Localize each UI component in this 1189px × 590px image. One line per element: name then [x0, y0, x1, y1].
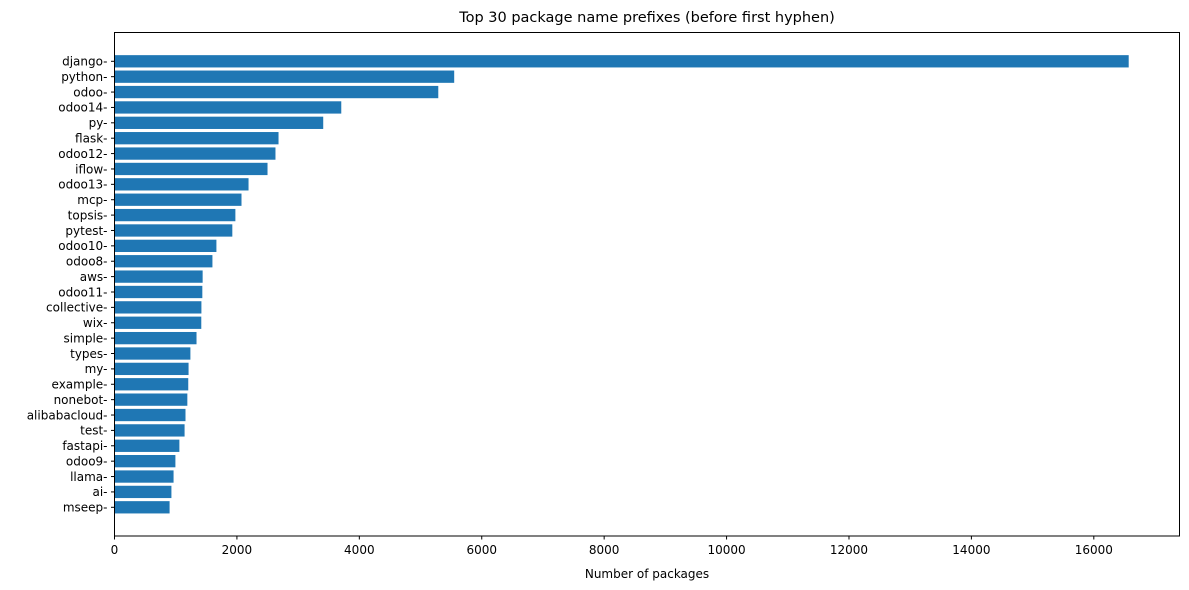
bar-odoo: [114, 85, 439, 99]
y-tick-label: test-: [80, 424, 107, 438]
y-tick-label: example-: [52, 378, 108, 392]
x-tick-label: 2000: [222, 543, 253, 557]
y-tick-label: odoo-: [73, 85, 107, 99]
bar-aws: [114, 270, 203, 283]
y-tick-label: django-: [62, 55, 107, 69]
bar-py: [114, 116, 324, 129]
bar-odoo9: [114, 455, 176, 468]
y-tick-label: pytest-: [65, 224, 107, 238]
bar-topsis: [114, 208, 236, 222]
y-tick-label: odoo9-: [66, 454, 108, 468]
x-tick-label: 4000: [344, 543, 375, 557]
bar-alibabacloud: [114, 408, 186, 422]
y-tick-label: odoo8-: [66, 255, 108, 269]
bars-group: [114, 55, 1129, 514]
y-tick-label: python-: [61, 70, 107, 84]
bar-my: [114, 362, 189, 376]
bar-python: [114, 70, 455, 83]
bar-iflow: [114, 162, 268, 176]
bar-example: [114, 378, 189, 391]
y-tick-label: collective-: [46, 301, 107, 315]
bar-collective: [114, 301, 202, 314]
bar-test: [114, 424, 185, 437]
y-tick-label: fastapi-: [62, 439, 107, 453]
bar-flask: [114, 132, 279, 145]
bar-simple: [114, 331, 197, 345]
x-axis-label: Number of packages: [585, 567, 709, 581]
y-tick-label: alibabacloud-: [27, 408, 108, 422]
x-tick-label: 6000: [466, 543, 497, 557]
y-tick-label: llama-: [70, 470, 107, 484]
bar-odoo10: [114, 239, 217, 252]
y-axis-ticks: django-python-odoo-odoo14-py-flask-odoo1…: [27, 55, 115, 515]
y-tick-label: mcp-: [77, 193, 107, 207]
bar-odoo11: [114, 285, 203, 299]
x-tick-label: 12000: [830, 543, 868, 557]
x-tick-label: 8000: [589, 543, 620, 557]
bar-llama: [114, 470, 174, 483]
x-tick-label: 10000: [707, 543, 745, 557]
y-tick-label: nonebot-: [54, 393, 108, 407]
y-tick-label: odoo14-: [58, 101, 107, 115]
y-tick-label: types-: [70, 347, 107, 361]
bar-ai: [114, 485, 172, 499]
bar-pytest: [114, 224, 233, 237]
bar-odoo8: [114, 255, 213, 268]
y-tick-label: ai-: [92, 485, 107, 499]
bar-wix: [114, 316, 202, 329]
x-tick-label: 0: [111, 543, 119, 557]
y-tick-label: odoo12-: [58, 147, 107, 161]
y-tick-label: flask-: [75, 131, 107, 145]
y-tick-label: mseep-: [63, 501, 108, 515]
bar-mcp: [114, 193, 242, 206]
x-tick-label: 16000: [1075, 543, 1113, 557]
y-tick-label: topsis-: [68, 208, 108, 222]
y-tick-label: my-: [85, 362, 108, 376]
y-tick-label: odoo13-: [58, 178, 107, 192]
bar-fastapi: [114, 439, 180, 452]
bar-odoo14: [114, 101, 342, 114]
x-tick-label: 14000: [952, 543, 990, 557]
bar-nonebot: [114, 393, 188, 406]
y-tick-label: aws-: [80, 270, 108, 284]
y-tick-label: odoo11-: [58, 285, 107, 299]
y-tick-label: wix-: [83, 316, 108, 330]
y-tick-label: odoo10-: [58, 239, 107, 253]
bar-django: [114, 55, 1129, 68]
bar-odoo13: [114, 178, 249, 191]
chart-title: Top 30 package name prefixes (before fir…: [458, 10, 835, 26]
bar-types: [114, 347, 191, 360]
x-axis-ticks: 0 2000 4000 6000 8000 10000 12000 14000 16000: [111, 536, 1113, 557]
y-tick-label: py-: [89, 116, 108, 130]
bar-mseep: [114, 501, 170, 514]
y-tick-label: simple-: [64, 331, 108, 345]
bar-odoo12: [114, 147, 276, 160]
plot-frame: [114, 32, 1180, 537]
y-tick-label: iflow-: [75, 162, 107, 176]
